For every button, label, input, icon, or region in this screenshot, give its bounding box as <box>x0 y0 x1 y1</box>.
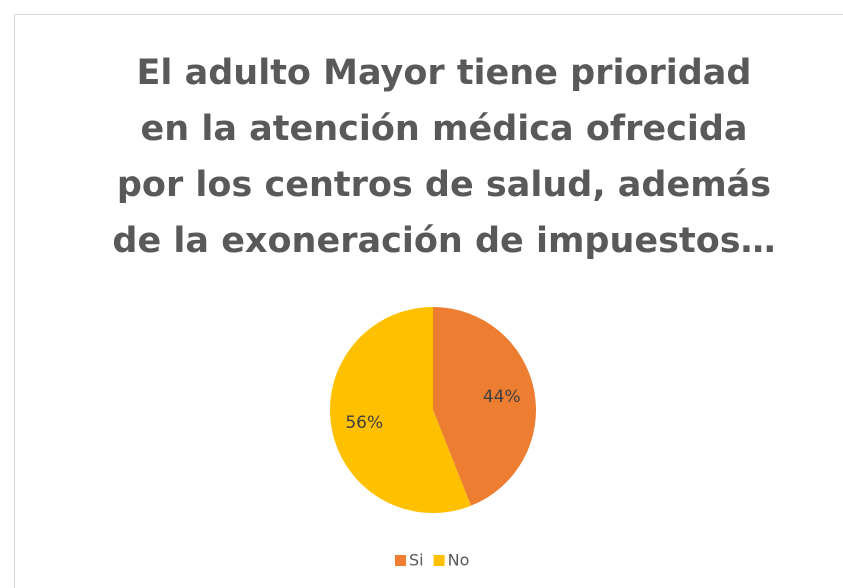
legend-label: Si <box>409 551 424 570</box>
data-label: 44% <box>483 387 521 407</box>
legend-swatch <box>395 555 406 566</box>
data-label: 56% <box>345 413 383 433</box>
pie-slice <box>330 307 471 513</box>
legend-swatch <box>433 555 445 566</box>
chart-title: El adulto Mayor tiene prioridad <box>137 53 752 93</box>
chart-title: por los centros de salud, además <box>117 165 771 205</box>
chart-title: en la atención médica ofrecida <box>140 109 747 149</box>
legend-label: No <box>448 551 470 570</box>
chart-title: de la exoneración de impuestos… <box>112 221 775 261</box>
pie-slice <box>433 307 537 506</box>
